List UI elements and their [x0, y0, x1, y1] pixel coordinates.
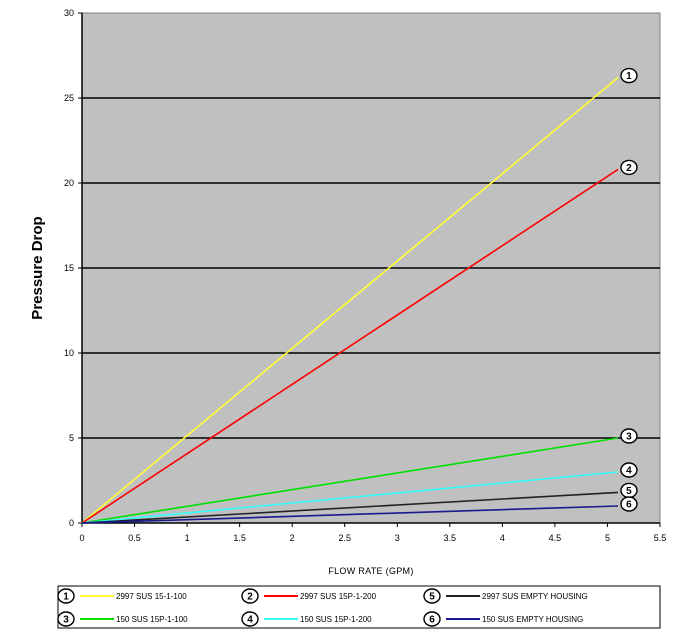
legend-label: 2997 SUS 15-1-100 [116, 592, 187, 601]
callout-circle [620, 159, 638, 176]
x-tick-label: 2.5 [338, 533, 351, 543]
y-tick-label: 10 [64, 348, 74, 358]
series-line-5 [81, 491, 619, 524]
legend-label: 150 SUS EMPTY HOUSING [482, 615, 583, 624]
series-callouts: 1 2 3 4 5 6 [620, 67, 638, 512]
legend-badge [241, 588, 259, 604]
legend-badge-number: 6 [429, 615, 435, 626]
x-tick-label: 0 [79, 533, 84, 543]
legend-label: 150 SUS 15P-1-200 [300, 615, 372, 624]
legend-label: 150 SUS 15P-1-100 [116, 615, 188, 624]
x-tick-labels: 0 0.5 1 1.5 2 2.5 3 3.5 4 4.5 5 5.5 [79, 533, 666, 543]
axes [81, 13, 661, 527]
x-tick-label: 4 [500, 533, 505, 543]
callout-circle [620, 428, 638, 444]
x-axis-label: FLOW RATE (GPM) [328, 566, 413, 576]
legend-label: 2997 SUS EMPTY HOUSING [482, 592, 588, 601]
legend-entry-2: 2 2997 SUS 15P-1-200 [241, 588, 377, 604]
series-callout-3: 3 [620, 428, 638, 444]
callout-number: 4 [626, 466, 632, 477]
y-axis-label: Pressure Drop [29, 216, 46, 319]
x-tick-label: 3.5 [444, 533, 457, 543]
gridlines [78, 12, 660, 524]
y-tick-label: 0 [69, 518, 74, 528]
series-line-6 [81, 505, 618, 524]
x-tick-label: 4.5 [549, 533, 562, 543]
legend-label: 2997 SUS 15P-1-200 [300, 592, 377, 601]
x-tick-label: 0.5 [128, 533, 141, 543]
callout-number: 5 [626, 486, 632, 497]
legend-entry-3: 3 150 SUS 15P-1-100 [57, 611, 188, 627]
series-lines [81, 76, 619, 524]
legend-badge-number: 1 [63, 592, 69, 603]
x-tick-label: 5 [605, 533, 610, 543]
series-callout-4: 4 [620, 462, 638, 478]
legend-badge [423, 611, 441, 627]
callout-number: 2 [626, 163, 632, 174]
y-tick-label: 15 [64, 263, 74, 273]
series-callout-2: 2 [620, 159, 638, 176]
x-tick-label: 1 [185, 533, 190, 543]
series-callout-6: 6 [620, 496, 638, 512]
callout-number: 6 [626, 500, 632, 511]
callout-circle [620, 496, 638, 512]
x-tick-label: 1.5 [233, 533, 246, 543]
x-tick-label: 3 [395, 533, 400, 543]
y-tick-label: 20 [64, 178, 74, 188]
callout-circle [620, 462, 638, 478]
y-tick-label: 30 [64, 8, 74, 18]
series-line-3 [81, 437, 619, 524]
legend-entry-6: 6 150 SUS EMPTY HOUSING [423, 611, 583, 627]
legend-entry-5: 5 2997 SUS EMPTY HOUSING [423, 588, 588, 604]
series-callout-1: 1 [620, 67, 638, 84]
legend-frame [57, 585, 661, 629]
legend-badge [423, 588, 441, 604]
y-tick-label: 5 [69, 433, 74, 443]
series-line-2 [81, 168, 619, 524]
y-tick-label: 25 [64, 93, 74, 103]
legend-badge-number: 5 [429, 592, 435, 603]
y-tick-labels: 0 5 10 15 20 25 30 [64, 8, 74, 528]
legend-badge [241, 611, 259, 627]
callout-circle [620, 67, 638, 84]
legend: 1 2997 SUS 15-1-100 2 2997 SUS 15P-1-200 3 15… [57, 585, 661, 629]
legend-entry-4: 4 150 SUS 15P-1-200 [241, 611, 372, 627]
legend-entry-1: 1 2997 SUS 15-1-100 [57, 588, 187, 604]
legend-badge-number: 2 [247, 592, 253, 603]
series-callout-5: 5 [620, 482, 638, 499]
callout-number: 1 [626, 71, 632, 82]
series-line-4 [81, 471, 619, 524]
series-line-1 [81, 76, 619, 524]
x-tick-label: 2 [290, 533, 295, 543]
callout-number: 3 [626, 432, 632, 443]
legend-badge-number: 4 [247, 615, 253, 626]
legend-badge-number: 3 [63, 615, 69, 626]
x-tick-label: 5.5 [654, 533, 667, 543]
